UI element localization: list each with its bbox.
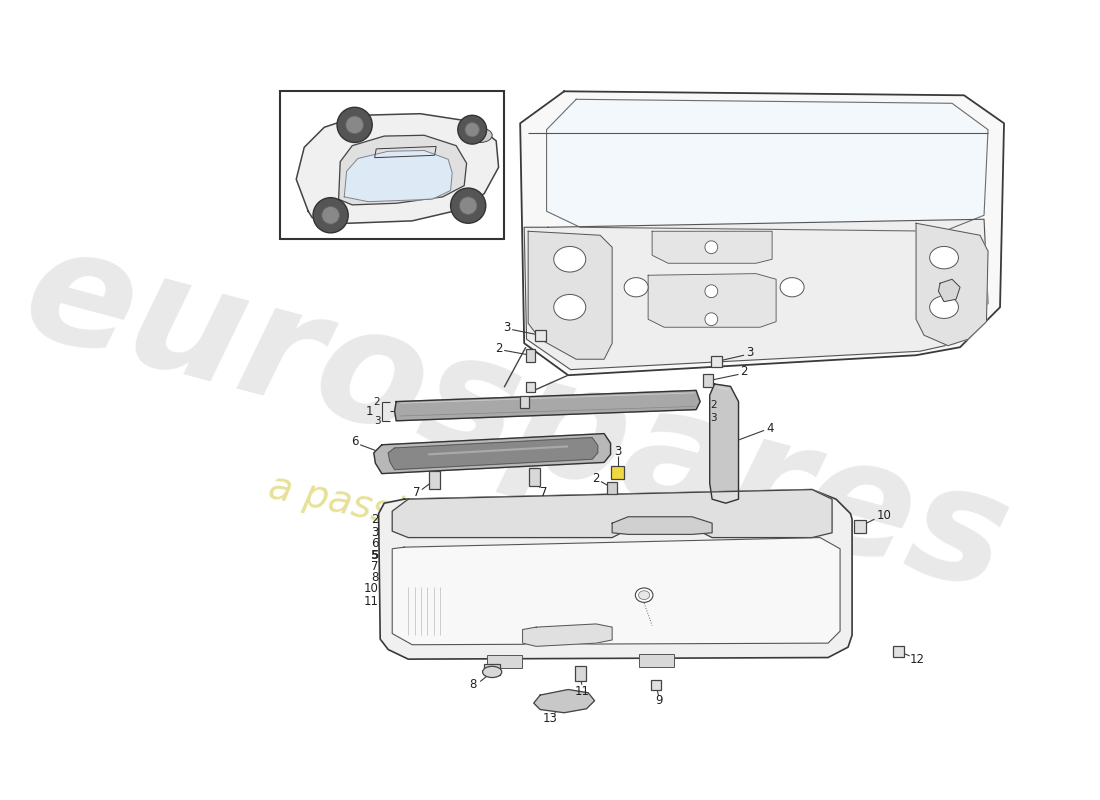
Polygon shape xyxy=(374,434,610,474)
Polygon shape xyxy=(534,690,595,713)
Polygon shape xyxy=(395,390,700,421)
Text: 8: 8 xyxy=(470,678,476,691)
Ellipse shape xyxy=(636,588,653,602)
Bar xyxy=(703,374,713,387)
Text: 8: 8 xyxy=(371,571,378,584)
Text: 7: 7 xyxy=(540,486,547,499)
Text: 10: 10 xyxy=(877,510,891,522)
Bar xyxy=(526,349,536,362)
Circle shape xyxy=(705,285,717,298)
Polygon shape xyxy=(393,538,840,645)
Bar xyxy=(526,382,536,392)
Ellipse shape xyxy=(553,246,586,272)
Text: 7: 7 xyxy=(371,560,378,573)
Bar xyxy=(711,356,722,367)
Text: 11: 11 xyxy=(364,595,378,608)
Text: 2: 2 xyxy=(495,342,503,354)
Polygon shape xyxy=(388,438,597,470)
Bar xyxy=(651,680,661,690)
Bar xyxy=(612,466,624,479)
Circle shape xyxy=(337,107,372,142)
Bar xyxy=(280,91,504,239)
Text: 2: 2 xyxy=(371,514,378,526)
Polygon shape xyxy=(344,150,452,202)
Ellipse shape xyxy=(780,278,804,297)
Text: 7: 7 xyxy=(414,486,421,499)
Polygon shape xyxy=(522,624,612,646)
Circle shape xyxy=(322,206,340,224)
Polygon shape xyxy=(378,490,852,659)
Text: 11: 11 xyxy=(574,685,590,698)
Polygon shape xyxy=(547,99,988,231)
Polygon shape xyxy=(520,91,1004,375)
Text: 3: 3 xyxy=(371,526,378,539)
Polygon shape xyxy=(339,135,466,205)
Text: a passion for parts since 1985: a passion for parts since 1985 xyxy=(265,467,847,626)
Bar xyxy=(429,471,440,489)
Bar xyxy=(535,330,546,341)
Text: 3: 3 xyxy=(746,346,754,359)
Bar xyxy=(574,666,586,681)
Text: 1: 1 xyxy=(365,405,373,418)
Circle shape xyxy=(458,115,486,144)
Bar xyxy=(529,468,540,486)
Polygon shape xyxy=(916,223,988,346)
Text: 9: 9 xyxy=(654,694,662,707)
Text: 12: 12 xyxy=(910,653,925,666)
Polygon shape xyxy=(528,231,612,359)
Bar xyxy=(486,655,521,668)
Text: 6: 6 xyxy=(371,538,378,550)
Text: 5: 5 xyxy=(371,549,378,562)
Bar xyxy=(638,654,673,667)
Ellipse shape xyxy=(930,296,958,318)
Circle shape xyxy=(460,197,477,214)
Bar xyxy=(607,482,617,494)
Circle shape xyxy=(451,188,486,223)
Text: 3: 3 xyxy=(614,445,622,458)
Circle shape xyxy=(465,122,480,137)
Bar xyxy=(520,396,529,408)
Text: 2: 2 xyxy=(711,400,717,410)
Text: 2: 2 xyxy=(374,397,381,406)
Circle shape xyxy=(705,241,717,254)
Ellipse shape xyxy=(638,590,650,599)
Polygon shape xyxy=(648,274,777,327)
Text: 2: 2 xyxy=(740,365,748,378)
Polygon shape xyxy=(296,114,498,223)
Ellipse shape xyxy=(469,128,492,142)
Text: 2: 2 xyxy=(593,472,600,485)
Ellipse shape xyxy=(624,278,648,297)
Bar xyxy=(484,664,500,675)
Text: 13: 13 xyxy=(542,712,558,725)
Polygon shape xyxy=(393,490,832,538)
Text: 10: 10 xyxy=(364,582,378,595)
Text: 6: 6 xyxy=(351,435,359,448)
Polygon shape xyxy=(525,219,988,370)
Ellipse shape xyxy=(553,294,586,320)
Polygon shape xyxy=(938,279,960,302)
Circle shape xyxy=(705,313,717,326)
Circle shape xyxy=(345,116,363,134)
Bar xyxy=(854,520,867,533)
Text: 3: 3 xyxy=(374,416,381,426)
Ellipse shape xyxy=(930,246,958,269)
Polygon shape xyxy=(612,517,712,534)
Text: 4: 4 xyxy=(767,422,774,434)
Polygon shape xyxy=(652,231,772,263)
Circle shape xyxy=(314,198,349,233)
Text: 3: 3 xyxy=(711,413,717,422)
Polygon shape xyxy=(710,384,738,503)
Ellipse shape xyxy=(483,666,502,678)
Text: 3: 3 xyxy=(503,321,510,334)
Text: eurospares: eurospares xyxy=(9,214,1024,625)
Bar xyxy=(893,646,904,657)
